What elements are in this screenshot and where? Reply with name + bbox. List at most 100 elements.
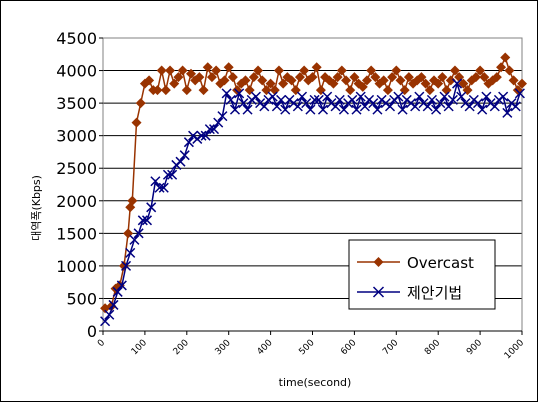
- data-point: [137, 215, 148, 226]
- data-point: [502, 107, 513, 118]
- series-line: [104, 80, 521, 322]
- data-point: [127, 195, 138, 206]
- data-point: [273, 65, 284, 76]
- data-point: [424, 85, 435, 96]
- data-point: [309, 94, 320, 105]
- data-point: [179, 150, 190, 161]
- data-point: [169, 78, 180, 89]
- data-point: [359, 101, 370, 112]
- data-point: [219, 75, 230, 86]
- data-point: [200, 130, 211, 141]
- data-point: [472, 98, 484, 109]
- data-point: [204, 124, 215, 135]
- data-point: [439, 91, 450, 102]
- data-point: [322, 91, 333, 102]
- data-point: [167, 169, 178, 180]
- data-point: [336, 65, 347, 76]
- data-point: [112, 286, 123, 297]
- data-point: [361, 75, 372, 86]
- data-point: [305, 104, 316, 115]
- data-point: [366, 65, 377, 76]
- data-point: [508, 75, 519, 86]
- y-tick-label: 0: [87, 322, 97, 341]
- data-point: [154, 182, 165, 193]
- y-tick-label: 3000: [56, 127, 97, 146]
- data-point: [156, 65, 167, 76]
- data-point: [447, 94, 458, 105]
- data-point: [332, 72, 343, 83]
- y-tick-label: 2500: [56, 159, 97, 178]
- data-point: [276, 94, 287, 105]
- data-point: [393, 91, 404, 102]
- data-point: [328, 78, 339, 89]
- data-point: [517, 78, 527, 89]
- data-point: [265, 78, 276, 89]
- data-point: [420, 78, 431, 89]
- data-point: [144, 75, 155, 86]
- data-point: [223, 62, 234, 73]
- data-point: [435, 98, 446, 109]
- data-point: [470, 72, 481, 83]
- data-point: [443, 101, 454, 112]
- data-point: [100, 316, 111, 327]
- data-point: [489, 101, 500, 112]
- data-point: [338, 104, 349, 115]
- y-tick-label: 1000: [56, 257, 97, 276]
- legend-box: [348, 239, 496, 310]
- data-point: [194, 72, 205, 83]
- data-point: [481, 91, 492, 102]
- data-point: [479, 72, 490, 83]
- data-point: [183, 137, 194, 148]
- data-point: [104, 309, 115, 320]
- y-axis-label: 대역폭(Kbps): [30, 175, 43, 241]
- data-point: [299, 65, 310, 76]
- data-point: [372, 104, 383, 115]
- x-axis-label: time(second): [279, 376, 352, 389]
- data-point: [213, 117, 224, 128]
- data-point: [116, 280, 127, 291]
- legend-label-proposed: 제안기법: [407, 284, 462, 302]
- data-point: [292, 101, 303, 112]
- data-point: [175, 156, 186, 167]
- legend: Overcast 제안기법: [348, 239, 496, 310]
- data-point: [271, 101, 282, 112]
- series-layer: [100, 52, 527, 327]
- data-point: [422, 101, 433, 112]
- data-point: [296, 91, 308, 102]
- data-point: [301, 98, 312, 109]
- data-point: [129, 234, 140, 245]
- data-point: [477, 104, 488, 115]
- data-point: [185, 68, 196, 79]
- data-point: [456, 91, 467, 102]
- y-tick-label: 3500: [56, 94, 97, 113]
- data-point: [397, 104, 408, 115]
- data-point: [504, 65, 515, 76]
- data-point: [475, 65, 486, 76]
- data-point: [317, 104, 329, 115]
- data-point: [311, 62, 322, 73]
- data-point: [206, 72, 217, 83]
- y-tick-label: 4500: [56, 29, 97, 48]
- data-point: [410, 101, 421, 112]
- data-point: [433, 78, 444, 89]
- data-point: [225, 94, 236, 105]
- series-overcast: [100, 52, 527, 314]
- data-point: [165, 65, 176, 76]
- data-point: [426, 94, 437, 105]
- data-point: [391, 65, 402, 76]
- data-point: [294, 72, 305, 83]
- x-tick-label: 0: [96, 338, 107, 349]
- data-point: [278, 78, 289, 89]
- data-point: [514, 88, 525, 99]
- data-point: [403, 72, 414, 83]
- data-point: [416, 72, 427, 83]
- data-point: [510, 101, 521, 112]
- data-point: [267, 91, 278, 102]
- data-point: [357, 81, 368, 92]
- data-point: [131, 117, 142, 128]
- data-point: [242, 104, 253, 115]
- data-point: [345, 85, 356, 96]
- data-point: [330, 101, 341, 112]
- data-point: [152, 85, 163, 96]
